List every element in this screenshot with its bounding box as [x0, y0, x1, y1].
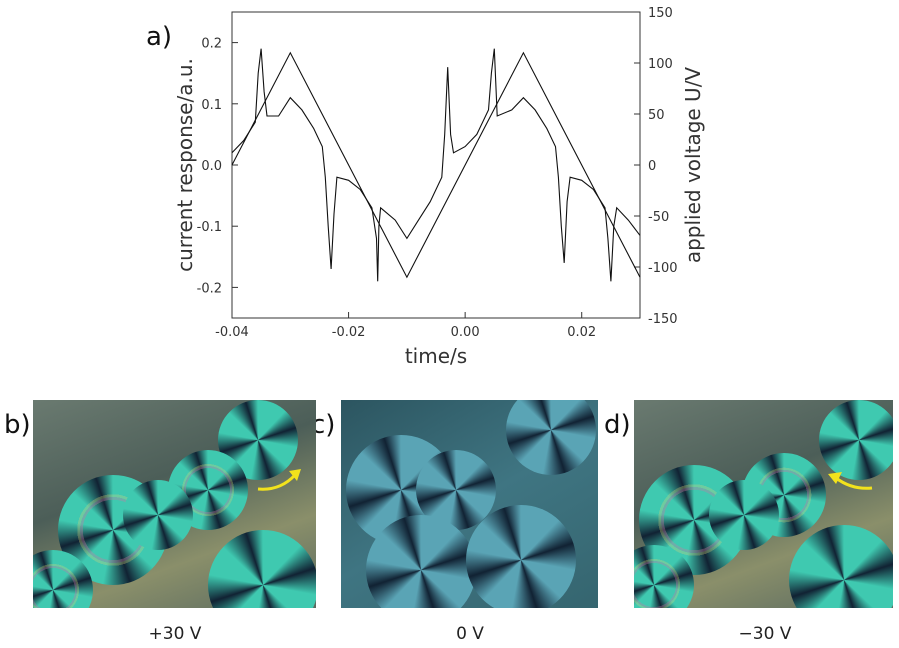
micrograph-minus-30v — [634, 400, 893, 608]
y2-tick-label: -150 — [648, 312, 678, 327]
spherulite — [709, 480, 779, 550]
panel-label-a: a) — [146, 22, 173, 52]
y-axis-label: current response/a.u. — [173, 58, 197, 272]
caption-c: 0 V — [456, 624, 484, 644]
spherulite — [506, 400, 596, 475]
spherulite — [789, 525, 893, 608]
caption-b: +30 V — [148, 624, 202, 644]
x-axis-label: time/s — [405, 344, 467, 368]
y-tick-label: 0.2 — [201, 37, 222, 52]
y2-tick-label: -50 — [648, 210, 669, 225]
y-tick-label: 0.0 — [201, 159, 222, 174]
spherulite — [366, 515, 476, 608]
y2-tick-label: 50 — [648, 108, 665, 123]
spherulite — [466, 505, 576, 608]
x-tick-label: 0.02 — [567, 325, 596, 340]
y-tick-label: -0.2 — [197, 281, 222, 296]
y2-tick-label: 150 — [648, 6, 673, 21]
caption-d: −30 V — [738, 624, 792, 644]
spherulite — [208, 530, 316, 608]
x-tick-label: -0.02 — [332, 325, 366, 340]
micrograph-plus-30v — [33, 400, 316, 608]
y2-tick-label: 100 — [648, 57, 673, 72]
spherulite — [819, 400, 893, 480]
y2-axis-label: applied voltage U/V — [681, 67, 705, 264]
micrograph-0v — [341, 400, 598, 608]
arrow-left-icon — [828, 472, 873, 490]
y2-tick-label: 0 — [648, 159, 656, 174]
spherulite — [123, 480, 193, 550]
voltage-series-line — [231, 51, 641, 279]
arrow-right-icon — [257, 469, 301, 491]
current-voltage-chart: -0.04 -0.02 0.00 0.02 0.2 0.1 0.0 -0.1 -0.2 150 10… — [173, 6, 705, 368]
panel-label-d: d) — [604, 410, 631, 440]
y-tick-label: -0.1 — [197, 220, 222, 235]
x-tick-label: 0.00 — [451, 325, 480, 340]
current-series-line — [231, 48, 641, 282]
y-tick-label: 0.1 — [201, 98, 222, 113]
y2-tick-label: -100 — [648, 261, 678, 276]
panel-label-b: b) — [4, 410, 31, 440]
x-tick-label: -0.04 — [215, 325, 249, 340]
